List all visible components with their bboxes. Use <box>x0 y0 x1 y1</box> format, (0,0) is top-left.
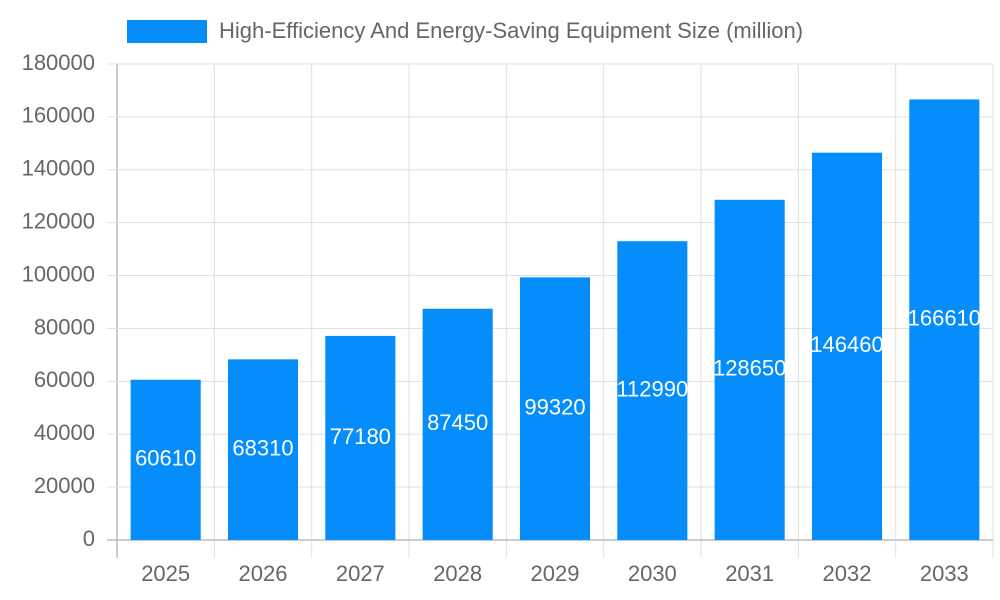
data-label: 68310 <box>232 435 293 460</box>
y-tick-label: 180000 <box>22 50 95 75</box>
y-tick-label: 40000 <box>34 420 95 445</box>
x-tick-label: 2026 <box>239 561 288 586</box>
y-tick-label: 140000 <box>22 156 95 181</box>
data-label: 146460 <box>810 332 883 357</box>
y-tick-label: 120000 <box>22 208 95 233</box>
legend-swatch <box>127 20 207 43</box>
y-tick-label: 20000 <box>34 473 95 498</box>
bar <box>422 308 493 540</box>
x-tick-label: 2030 <box>628 561 677 586</box>
bar <box>519 277 591 540</box>
bar <box>617 241 688 540</box>
bar <box>227 359 299 540</box>
y-tick-label: 60000 <box>34 367 95 392</box>
bar <box>811 152 883 540</box>
y-tick-label: 0 <box>83 526 95 551</box>
bar <box>714 199 785 540</box>
x-tick-label: 2033 <box>920 561 969 586</box>
data-label: 77180 <box>330 424 391 449</box>
data-label: 60610 <box>135 446 196 471</box>
legend-label: High-Efficiency And Energy-Saving Equipm… <box>219 18 803 43</box>
x-tick-label: 2027 <box>336 561 385 586</box>
x-tick-label: 2032 <box>823 561 872 586</box>
data-label: 99320 <box>524 394 585 419</box>
x-tick-label: 2028 <box>433 561 482 586</box>
data-label: 128650 <box>713 356 786 381</box>
bar <box>325 335 396 540</box>
data-label: 112990 <box>616 376 688 401</box>
y-tick-label: 100000 <box>22 261 95 286</box>
data-label: 87450 <box>427 410 488 435</box>
x-tick-label: 2029 <box>531 561 580 586</box>
x-tick-label: 2025 <box>141 561 190 586</box>
data-label: 166610 <box>908 306 981 331</box>
y-tick-label: 80000 <box>34 314 95 339</box>
bar <box>909 99 980 540</box>
y-tick-label: 160000 <box>22 103 95 128</box>
bar <box>130 379 201 540</box>
x-tick-label: 2031 <box>725 561 774 586</box>
